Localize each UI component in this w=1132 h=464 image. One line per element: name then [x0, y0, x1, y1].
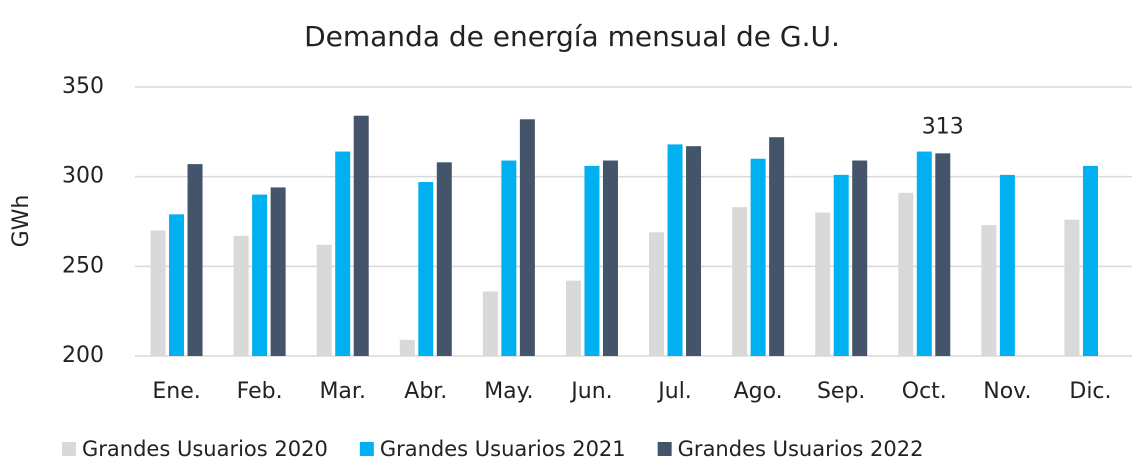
- data-label: 313: [922, 114, 964, 139]
- bar: [519, 119, 535, 356]
- bar: [270, 187, 286, 356]
- bar: [399, 339, 415, 356]
- bar: [418, 182, 434, 356]
- bar: [252, 194, 268, 356]
- x-tick-label: Mar.: [319, 379, 365, 404]
- legend-label: Grandes Usuarios 2020: [82, 437, 328, 461]
- chart-title: Demanda de energía mensual de G.U.: [304, 20, 840, 53]
- x-tick-label: Feb.: [237, 379, 283, 404]
- bar: [833, 174, 849, 356]
- x-tick-label: Jul.: [656, 379, 692, 404]
- x-tick-label: Oct.: [902, 379, 947, 404]
- bar: [316, 244, 332, 356]
- x-tick-label: Dic.: [1069, 379, 1111, 404]
- bar: [150, 230, 166, 356]
- y-axis-label: GWh: [9, 195, 34, 248]
- bar: [335, 151, 351, 356]
- bar: [916, 151, 932, 356]
- y-tick-label: 250: [62, 253, 104, 278]
- legend-label: Grandes Usuarios 2021: [380, 437, 626, 461]
- y-tick-label: 200: [62, 343, 104, 368]
- x-tick-label: Jun.: [569, 379, 612, 404]
- bar: [353, 115, 369, 357]
- bar: [732, 207, 748, 356]
- bar: [815, 212, 831, 356]
- legend-swatch: [359, 442, 374, 456]
- x-tick-label: May.: [484, 379, 533, 404]
- x-tick-label: Sep.: [817, 379, 865, 404]
- bar: [769, 137, 785, 356]
- bar: [667, 144, 683, 356]
- bar: [686, 146, 702, 356]
- bar: [898, 192, 914, 356]
- bar: [436, 162, 452, 356]
- bar: [187, 164, 203, 356]
- bar: [169, 214, 185, 356]
- bar: [233, 235, 249, 356]
- bar: [1082, 165, 1098, 356]
- bar: [999, 174, 1015, 356]
- bar: [584, 165, 600, 356]
- bar: [501, 160, 517, 356]
- y-tick-label: 300: [62, 164, 104, 189]
- bar: [565, 280, 581, 356]
- legend-label: Grandes Usuarios 2022: [678, 437, 924, 461]
- bar: [981, 225, 997, 356]
- legend-swatch: [657, 442, 672, 456]
- x-tick-label: Nov.: [983, 379, 1031, 404]
- x-tick-label: Ago.: [734, 379, 783, 404]
- bar: [852, 160, 868, 356]
- bar: [935, 153, 951, 356]
- bar: [482, 291, 498, 356]
- legend-swatch: [62, 442, 76, 456]
- y-tick-label: 350: [62, 74, 104, 99]
- bar: [750, 158, 766, 356]
- bar: [602, 160, 618, 356]
- x-tick-label: Abr.: [404, 379, 447, 404]
- x-tick-label: Ene.: [152, 379, 200, 404]
- bar: [649, 232, 665, 356]
- bar: [1064, 219, 1080, 356]
